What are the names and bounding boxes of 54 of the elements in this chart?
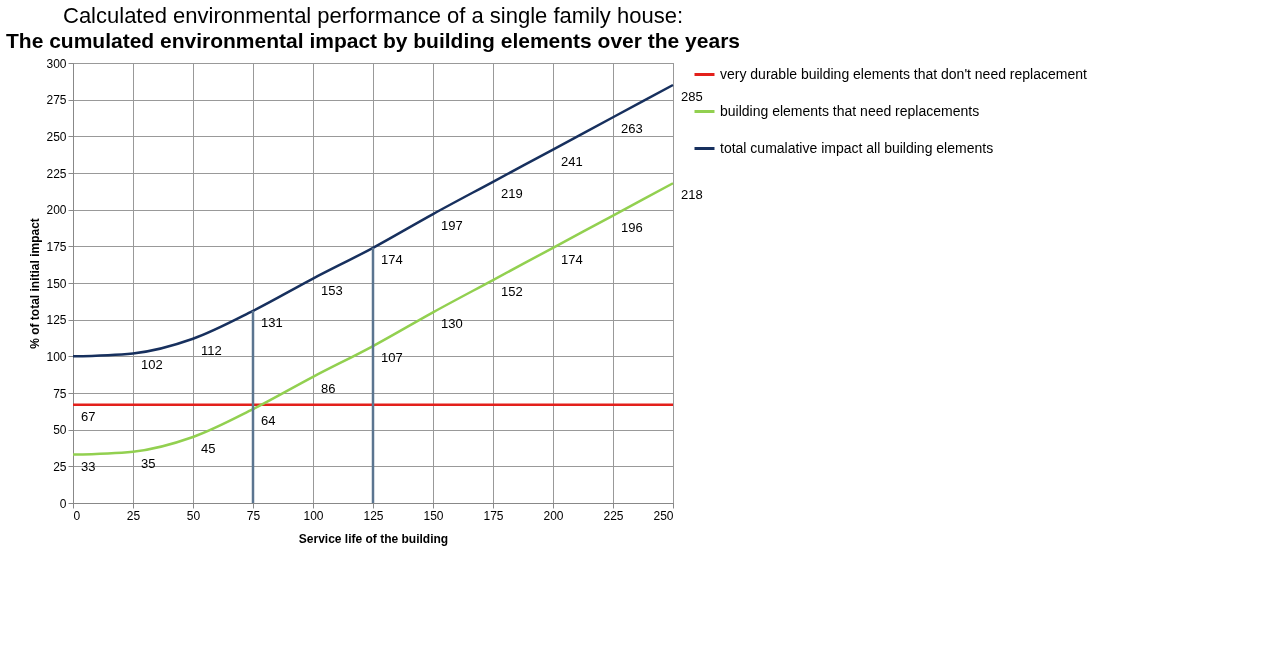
- x-tick-label: 250: [653, 508, 674, 523]
- x-tick-label: 25: [126, 508, 141, 523]
- y-tick-label: 100: [46, 349, 67, 364]
- data-label: 64: [261, 413, 276, 429]
- legend-label: very durable building elements that don't need replacement: [720, 65, 1088, 82]
- data-label: 45: [201, 441, 216, 456]
- y-tick-label: 75: [53, 386, 67, 401]
- data-label: 112: [201, 342, 222, 358]
- x-axis-title: Service life of the building: [298, 531, 449, 546]
- chart-title: Calculated environmental performance of a single family house:: [63, 3, 683, 28]
- x-tick-label: 100: [303, 508, 324, 523]
- data-label: 219: [501, 185, 523, 201]
- y-tick-label: 200: [46, 203, 67, 218]
- x-tick-label: 225: [603, 508, 624, 523]
- x-tick-label: 50: [186, 508, 201, 523]
- chart-subtitle: The cumulated environmental impact by building elements over the years: [5, 29, 741, 52]
- data-label: 152: [501, 284, 523, 300]
- data-label: 196: [621, 219, 643, 235]
- data-label: 130: [441, 316, 463, 332]
- y-tick-label: 0: [59, 496, 67, 511]
- x-tick-label: 150: [423, 508, 444, 523]
- data-label: 241: [561, 153, 583, 169]
- data-label: 107: [381, 350, 403, 366]
- data-label: 174: [561, 251, 583, 267]
- data-label: 263: [621, 121, 643, 137]
- x-tick-label: 0: [73, 508, 81, 523]
- data-label: 33: [81, 458, 96, 474]
- y-tick-label: 50: [53, 423, 67, 438]
- data-label: 285: [681, 89, 703, 104]
- y-tick-label: 125: [46, 313, 67, 328]
- data-label: 131: [261, 314, 283, 330]
- legend-label: total cumalative impact all building elements: [720, 139, 994, 156]
- y-tick-label: 150: [46, 276, 67, 291]
- data-label: 102: [141, 357, 163, 373]
- y-axis-title: % of total initial impact: [28, 218, 43, 349]
- data-label: 197: [441, 218, 463, 234]
- line-series: [71, 182, 675, 456]
- data-label: 153: [321, 282, 343, 298]
- y-tick-label: 25: [53, 459, 67, 474]
- data-label: 67: [81, 408, 96, 424]
- y-tick-label: 250: [46, 129, 67, 144]
- data-label: 218: [681, 187, 703, 203]
- y-tick-label: 300: [46, 56, 67, 71]
- data-label: 35: [141, 455, 156, 471]
- data-label: 174: [381, 251, 403, 267]
- x-tick-label: 175: [483, 508, 504, 523]
- x-tick-label: 75: [246, 508, 261, 523]
- x-tick-label: 125: [363, 508, 384, 523]
- x-tick-label: 200: [543, 508, 564, 523]
- legend-label: building elements that need replacements: [720, 102, 980, 119]
- y-tick-label: 175: [46, 239, 67, 254]
- y-tick-label: 275: [46, 93, 67, 108]
- data-label: 86: [321, 380, 336, 396]
- y-tick-label: 225: [46, 166, 67, 181]
